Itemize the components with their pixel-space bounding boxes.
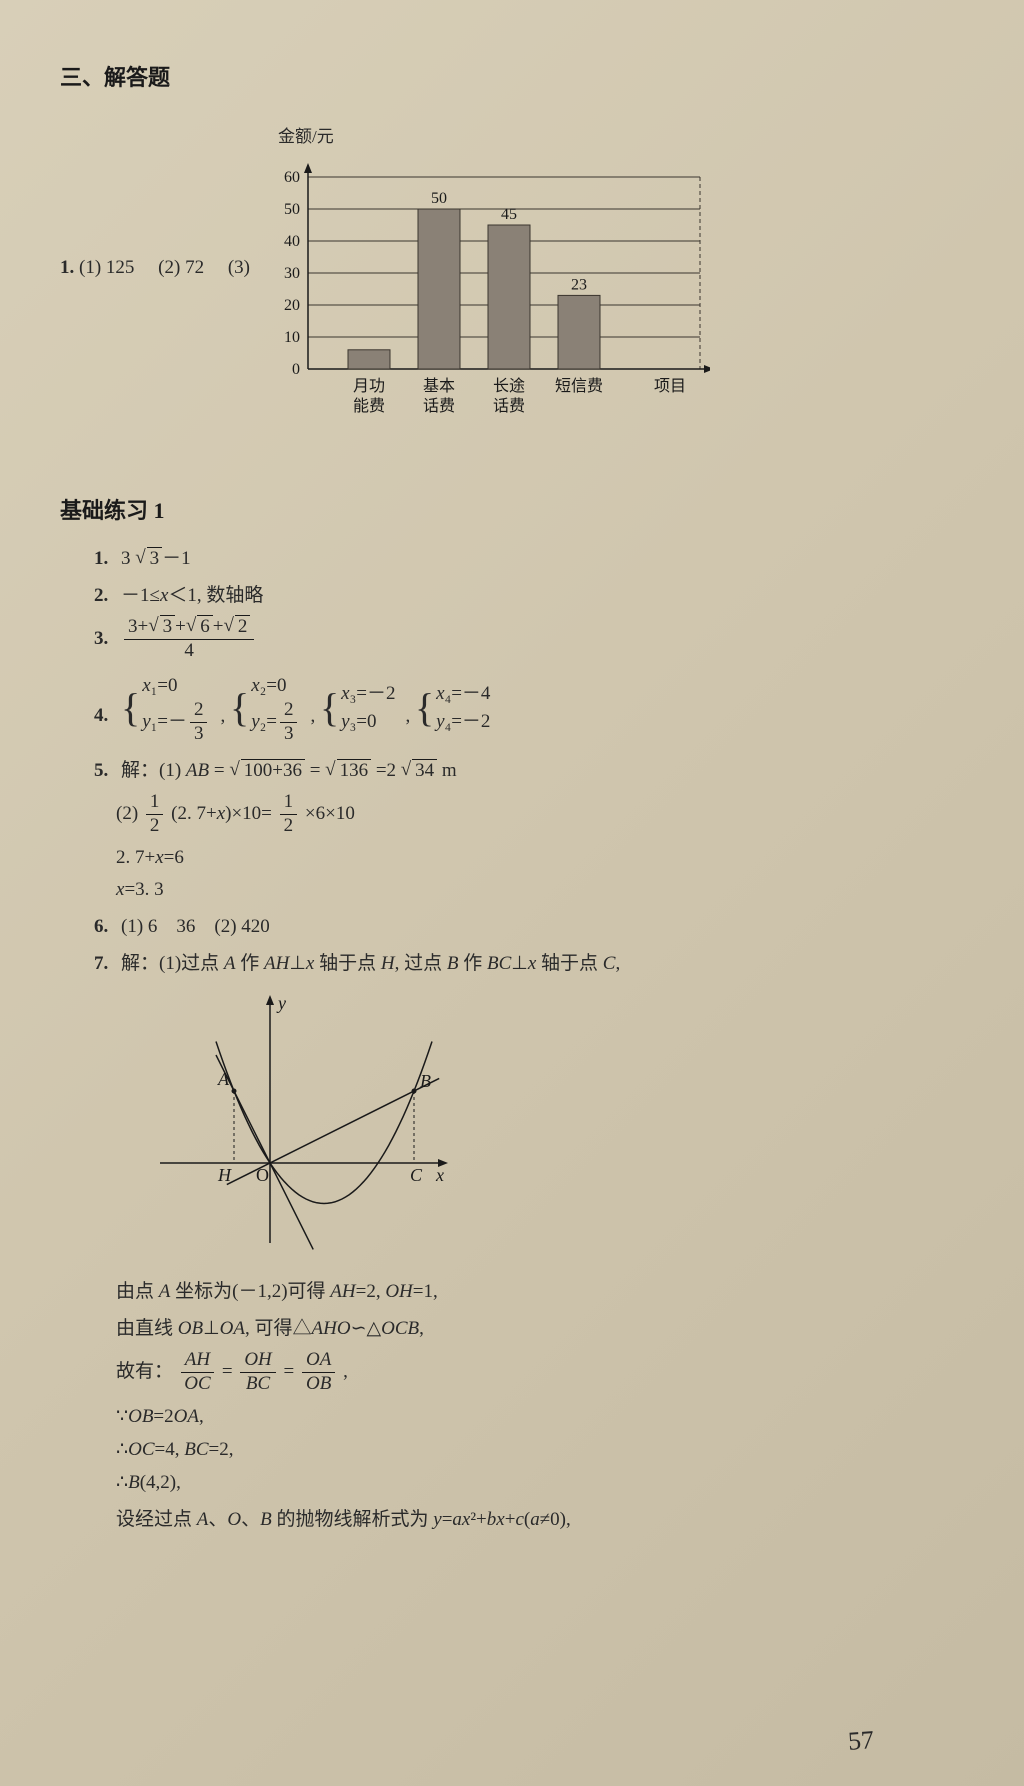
section-heading: 三、解答题 <box>60 60 974 92</box>
graph-svg: A H O B Cx y <box>150 993 450 1253</box>
system-4: { x₄=－4 y₄=－2 <box>415 680 490 737</box>
answer-1-text: 3 3－1 <box>121 548 191 569</box>
answer-6: 6. (1) 6 36 (2) 420 <box>94 911 974 938</box>
svg-text:y: y <box>276 993 286 1013</box>
coordinate-graph: A H O B Cx y <box>150 993 974 1258</box>
sys3-top: x₃=－2 <box>341 680 395 709</box>
a7-p3-f2: OHBC <box>240 1350 275 1395</box>
svg-text:10: 10 <box>284 329 300 346</box>
svg-text:50: 50 <box>431 190 447 207</box>
svg-text:x: x <box>435 1165 444 1185</box>
answer-7-num: 7. <box>94 953 108 974</box>
svg-text:基本: 基本 <box>423 377 455 395</box>
sys4-bot: y₄=－2 <box>436 708 490 737</box>
sys3-bot: y₃=0 <box>341 708 395 737</box>
answer-4: 4. { x₁=0 y₁=－23 , { x₂=0 y₂=23 , { x₃=－… <box>94 672 974 745</box>
question-1-row: 1. (1) 125 (2) 72 (3) 金额/元 0 10 20 30 40 50 60… <box>60 122 974 453</box>
svg-text:45: 45 <box>501 206 517 223</box>
a7-p3-tail: , <box>343 1361 348 1382</box>
a7-post7: 设经过点 A、O、B 的抛物线解析式为 y=ax²+bx+c(a≠0), <box>116 1504 974 1531</box>
a7-post2: 由直线 OB⊥OA, 可得△AHO∽△OCB, <box>116 1313 974 1340</box>
a5-sqrt3: 34 <box>401 760 437 782</box>
answer-4-num: 4. <box>94 705 108 726</box>
answer-5-line4: x=3. 3 <box>116 879 974 901</box>
answer-3-frac-top: 3+3+6+2 <box>124 617 254 640</box>
a7-post4: ∵OB=2OA, <box>116 1405 974 1428</box>
a7-p3-f1: AHOC <box>181 1350 214 1395</box>
svg-text:话费: 话费 <box>493 397 525 415</box>
a5-l2-pre: (2) <box>116 803 143 824</box>
svg-text:C: C <box>410 1165 423 1185</box>
a5-l2-mid: (2. 7+x)×10= <box>171 803 272 824</box>
system-1: { x₁=0 y₁=－23 <box>121 672 210 745</box>
system-3: { x₃=－2 y₃=0 <box>320 680 395 737</box>
answer-1: 1. 3 3－1 <box>94 543 974 570</box>
answer-5-num: 5. <box>94 760 108 781</box>
q1-part-3: (3) <box>228 257 250 278</box>
svg-text:长途: 长途 <box>493 377 525 395</box>
answer-2: 2. －1≤x＜1, 数轴略 <box>94 580 974 607</box>
svg-text:50: 50 <box>284 201 300 218</box>
sys2-top: x₂=0 <box>251 672 300 701</box>
a5-l2-tail: ×6×10 <box>305 803 355 824</box>
sys1-top: x₁=0 <box>142 672 210 701</box>
answer-2-text: －1≤x＜1, 数轴略 <box>121 585 263 606</box>
svg-text:A: A <box>217 1069 230 1089</box>
bar-chart-svg: 0 10 20 30 40 50 60 50 45 23 月功能费 基本话费 长途话费 短信费 项目 <box>270 153 710 453</box>
a7-post1: 由点 A 坐标为(－1,2)可得 AH=2, OH=1, <box>116 1276 974 1303</box>
a7-post3: 故有： AHOC = OHBC = OAOB , <box>116 1350 974 1395</box>
sys2-bot: y₂=23 <box>251 700 300 745</box>
a7-post6: ∴B(4,2), <box>116 1471 974 1494</box>
answer-1-num: 1. <box>94 548 108 569</box>
question-1-text: 1. (1) 125 (2) 72 (3) <box>60 252 250 279</box>
a7-l1: 解：(1)过点 A 作 AH⊥x 轴于点 H, 过点 B 作 BC⊥x 轴于点 … <box>121 953 620 974</box>
answer-5-line1: 5. 解：(1) AB = 100+36 = 136 =2 34 m <box>94 755 974 782</box>
svg-text:H: H <box>217 1165 232 1185</box>
sys4-top: x₄=－4 <box>436 680 490 709</box>
a7-post5: ∴OC=4, BC=2, <box>116 1438 974 1461</box>
a5-sqrt2: 136 <box>325 760 371 782</box>
svg-text:40: 40 <box>284 233 300 250</box>
svg-text:60: 60 <box>284 169 300 186</box>
subsection-heading: 基础练习 1 <box>60 493 974 525</box>
q1-prefix: 1. <box>60 257 74 278</box>
sys1-bot: y₁=－23 <box>142 700 210 745</box>
a5-l2-frac2: 12 <box>280 792 298 837</box>
svg-text:20: 20 <box>284 297 300 314</box>
a5-line1-pre: 解：(1) <box>121 760 186 781</box>
answer-3-num: 3. <box>94 628 108 649</box>
bar-chart: 金额/元 0 10 20 30 40 50 60 50 45 23 月功能费 基本话费 长途话费 短信费 项… <box>270 122 710 453</box>
system-2: { x₂=0 y₂=23 <box>230 672 300 745</box>
a5-sqrt1: 100+36 <box>229 760 305 782</box>
chart-y-title: 金额/元 <box>278 122 710 147</box>
page-number: 57 <box>847 1725 875 1757</box>
svg-text:项目: 项目 <box>654 378 686 395</box>
svg-text:月功: 月功 <box>353 377 385 395</box>
answer-3: 3. 3+3+6+2 4 <box>94 617 974 662</box>
answer-6-num: 6. <box>94 916 108 937</box>
q1-part-1: (1) 125 <box>79 257 134 278</box>
answer-3-frac-bot: 4 <box>124 640 254 662</box>
a5-l2-frac1: 12 <box>146 792 164 837</box>
answer-5-line2: (2) 12 (2. 7+x)×10= 12 ×6×10 <box>116 792 974 837</box>
q1-part-2: (2) 72 <box>158 257 204 278</box>
svg-text:0: 0 <box>292 361 300 378</box>
answer-5-line3: 2. 7+x=6 <box>116 847 974 869</box>
svg-text:话费: 话费 <box>423 397 455 415</box>
a7-p3-pre: 故有： <box>116 1361 173 1382</box>
svg-text:30: 30 <box>284 265 300 282</box>
a5-unit: m <box>442 760 457 781</box>
svg-text:能费: 能费 <box>353 397 385 415</box>
svg-text:23: 23 <box>571 276 587 293</box>
a5-ab: AB <box>186 760 209 781</box>
answer-7-line1: 7. 解：(1)过点 A 作 AH⊥x 轴于点 H, 过点 B 作 BC⊥x 轴… <box>94 948 974 975</box>
svg-text:B: B <box>420 1071 431 1091</box>
answer-2-num: 2. <box>94 585 108 606</box>
answer-6-text: (1) 6 36 (2) 420 <box>121 916 270 937</box>
a7-p3-f3: OAOB <box>302 1350 335 1395</box>
svg-text:短信费: 短信费 <box>555 377 603 395</box>
answer-3-frac: 3+3+6+2 4 <box>124 617 254 662</box>
svg-text:O: O <box>256 1165 269 1185</box>
